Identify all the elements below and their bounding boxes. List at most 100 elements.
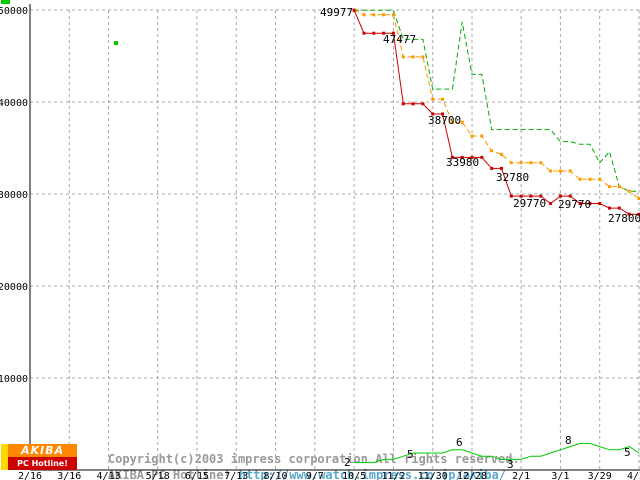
x-tick-label: 9/7 — [306, 471, 324, 480]
x-tick-label: 4/13 — [97, 471, 121, 480]
lowest-price-marker — [460, 155, 464, 159]
lowest-price-marker — [421, 102, 425, 106]
lowest-price-marker — [441, 112, 445, 116]
average-price-marker — [421, 55, 425, 59]
lowest-price-marker — [519, 194, 523, 198]
average-price-marker — [598, 177, 602, 181]
green-mark — [114, 41, 118, 45]
lowest-price-marker — [490, 166, 494, 170]
x-tick-label: 4/26 — [627, 471, 640, 480]
lowest-price-marker — [480, 155, 484, 159]
shop-count-label: 5 — [407, 448, 414, 461]
average-price-marker — [617, 185, 621, 189]
average-price-marker — [372, 13, 376, 17]
x-tick-label: 3/16 — [57, 471, 81, 480]
average-price-marker — [588, 177, 592, 181]
lowest-price-marker — [509, 194, 513, 198]
y-tick-label: 50000 — [0, 6, 28, 17]
x-tick-label: 5/18 — [146, 471, 170, 480]
logo-title: AKIBA — [8, 444, 77, 457]
average-price-marker — [460, 120, 464, 124]
lowest-price-marker — [588, 201, 592, 205]
average-price-marker — [558, 169, 562, 173]
shop-count-label: 8 — [565, 434, 572, 447]
highest-price-line — [354, 9, 639, 192]
y-tick-label: 10000 — [0, 374, 28, 385]
lowest-price-marker — [499, 166, 503, 170]
average-price-marker — [411, 55, 415, 59]
price-label: 27800 — [608, 212, 640, 225]
average-price-marker — [578, 177, 582, 181]
lowest-price-marker — [450, 155, 454, 159]
average-price-marker — [529, 161, 533, 165]
average-price-marker — [450, 120, 454, 124]
lowest-price-marker — [352, 8, 356, 12]
lowest-price-marker — [568, 194, 572, 198]
lowest-price-marker — [372, 31, 376, 35]
lowest-price-marker — [431, 112, 435, 116]
akiba-logo: AKIBA PC Hotline! — [1, 444, 77, 470]
average-price-marker — [568, 169, 572, 173]
lowest-price-marker — [558, 194, 562, 198]
site-name: AKIBA PC Hotline! — [107, 468, 231, 480]
average-price-marker — [470, 134, 474, 138]
lowest-price-marker — [637, 212, 640, 216]
site-credit-line: AKIBA PC Hotline! http://www.watch.impres… — [79, 454, 506, 480]
average-price-marker — [431, 97, 435, 101]
average-price-marker — [539, 161, 543, 165]
price-label: 38700 — [428, 114, 461, 127]
x-tick-label: 2/16 — [18, 471, 42, 480]
average-price-marker — [627, 189, 631, 193]
lowest-price-marker — [617, 206, 621, 210]
y-tick-label: 40000 — [0, 98, 28, 109]
price-label: 33980 — [446, 156, 479, 169]
average-price-marker — [382, 13, 386, 17]
lowest-price-marker — [401, 102, 405, 106]
lowest-price-marker — [608, 206, 612, 210]
shop-count-label: 2 — [344, 456, 351, 469]
price-label: 49977 — [320, 6, 353, 19]
average-price-marker — [391, 13, 395, 17]
x-tick-label: 3/29 — [588, 471, 612, 480]
green-mark — [1, 0, 10, 4]
x-tick-label: 6/15 — [185, 471, 209, 480]
average-price-marker — [608, 185, 612, 189]
price-label: 29770 — [558, 198, 591, 211]
price-label: 32780 — [496, 171, 529, 184]
logo-main: AKIBA PC Hotline! — [8, 444, 77, 470]
x-tick-label: 11/30 — [418, 471, 448, 480]
average-price-marker — [519, 161, 523, 165]
x-tick-label: 12/28 — [457, 471, 487, 480]
shop-count-label: 6 — [456, 436, 463, 449]
average-price-marker — [509, 161, 513, 165]
price-label: 29770 — [513, 197, 546, 210]
shop-count-label: 3 — [507, 458, 514, 471]
lowest-price-line — [353, 10, 639, 215]
lowest-price-marker — [549, 201, 553, 205]
x-tick-label: 8/10 — [264, 471, 288, 480]
shop-count-label: 5 — [624, 446, 631, 459]
lowest-price-marker — [578, 201, 582, 205]
logo-side-badge — [1, 444, 8, 470]
average-price-marker — [499, 152, 503, 156]
average-price-marker — [401, 55, 405, 59]
logo-subtitle: PC Hotline! — [8, 457, 77, 470]
average-price-marker — [441, 97, 445, 101]
x-tick-label: 7/13 — [224, 471, 248, 480]
x-tick-label: 3/1 — [551, 471, 569, 480]
lowest-price-marker — [598, 201, 602, 205]
y-tick-label: 20000 — [0, 282, 28, 293]
price-label: 47477 — [383, 33, 416, 46]
lowest-price-marker — [391, 31, 395, 35]
lowest-price-marker — [529, 194, 533, 198]
y-tick-label: 30000 — [0, 190, 28, 201]
lowest-price-marker — [411, 102, 415, 106]
site-url: http://www.watch.impress.co.jp/akiba/ — [238, 468, 507, 480]
x-tick-label: 2/1 — [512, 471, 530, 480]
lowest-price-marker — [627, 212, 631, 216]
average-price-line — [353, 9, 640, 199]
lowest-price-marker — [382, 31, 386, 35]
lowest-price-marker — [470, 155, 474, 159]
